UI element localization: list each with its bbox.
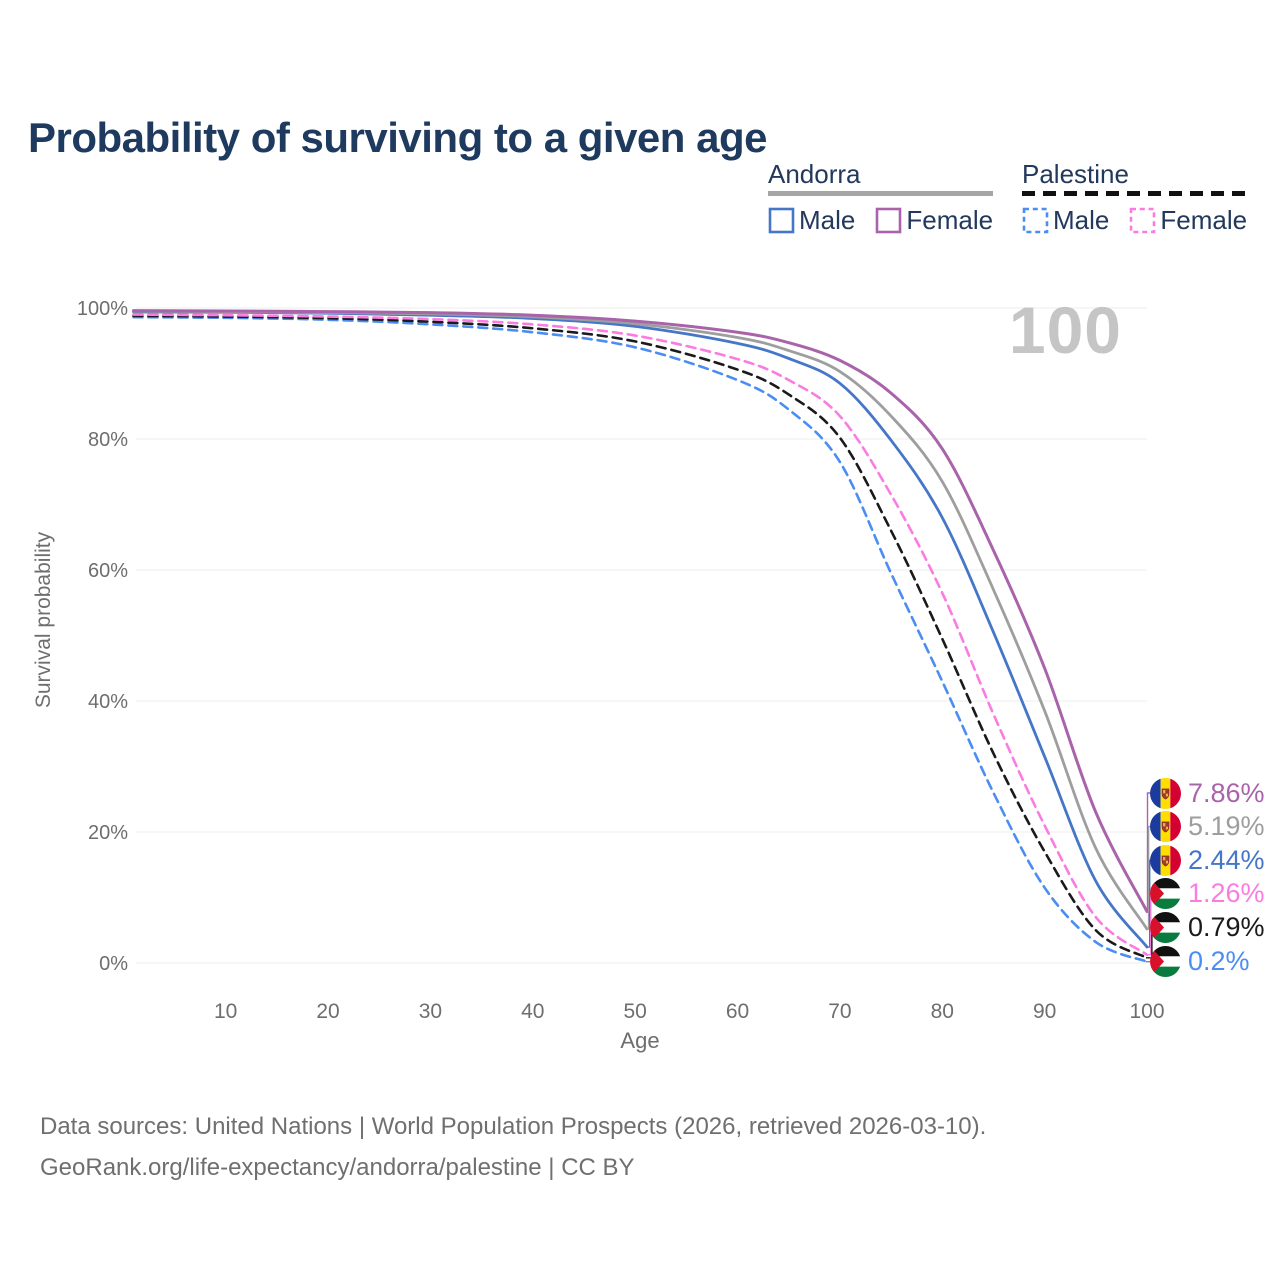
legend-item-label: Female <box>1160 205 1248 235</box>
y-tick-label: 0% <box>99 953 128 975</box>
series-line-andorra-female[interactable] <box>132 309 1149 914</box>
palestine-flag-icon <box>1150 945 1181 977</box>
x-tick-label: 60 <box>726 1000 749 1023</box>
series-line-palestine-both-sexes[interactable] <box>132 314 1149 960</box>
palestine-female-swatch-icon <box>1130 207 1156 234</box>
palestine-flag-icon <box>1150 911 1181 943</box>
series-end-label-andorra-female: 7.86% <box>1150 777 1265 809</box>
end-label-value: 7.86% <box>1188 777 1265 808</box>
end-label-value: 2.44% <box>1188 844 1265 875</box>
x-tick-label: 100 <box>1129 1000 1164 1023</box>
x-axis-title: Age <box>620 1028 660 1053</box>
series-line-andorra-male[interactable] <box>132 310 1149 949</box>
y-tick-label: 80% <box>88 429 128 451</box>
series-end-label-palestine-male: 0.2% <box>1150 945 1250 977</box>
series-line-palestine-female[interactable] <box>132 313 1149 957</box>
legend-item-label: Male <box>799 205 856 235</box>
y-tick-label: 40% <box>88 691 128 713</box>
y-axis-title: Survival probability <box>32 531 55 709</box>
legend-item-palestine-male[interactable]: Male <box>1022 205 1109 236</box>
series-line-andorra-both-sexes[interactable] <box>132 309 1149 931</box>
x-tick-label: 30 <box>419 1000 442 1023</box>
footer-data-sources: Data sources: United Nations | World Pop… <box>40 1113 987 1140</box>
legend-group-title-andorra[interactable]: Andorra <box>768 159 861 189</box>
series-end-label-andorra-male: 2.44% <box>1150 844 1265 876</box>
palestine-flag-icon <box>1150 878 1181 910</box>
footer: Data sources: United Nations | World Pop… <box>40 1106 986 1188</box>
x-tick-label: 80 <box>931 1000 954 1023</box>
end-label-value: 1.26% <box>1188 878 1265 909</box>
legend-group-palestine: Palestine Male Female <box>1022 159 1248 236</box>
legend-item-label: Male <box>1053 205 1110 235</box>
series-end-label-palestine-female: 1.26% <box>1150 878 1265 910</box>
x-tick-label: 10 <box>214 1000 237 1023</box>
andorra-solid-line-swatch <box>768 191 994 196</box>
legend-group-title-palestine[interactable]: Palestine <box>1022 159 1129 189</box>
end-label-connector-andorra-female <box>1146 792 1152 913</box>
andorra-female-swatch-icon <box>876 207 902 234</box>
legend-item-andorra-female[interactable]: Female <box>875 205 993 236</box>
andorra-flag-icon <box>1150 844 1181 876</box>
palestine-dashed-line-swatch <box>1022 191 1248 196</box>
age-counter-watermark: 100 <box>1008 293 1122 367</box>
andorra-flag-icon <box>1150 811 1181 843</box>
legend-item-palestine-female[interactable]: Female <box>1129 205 1247 236</box>
series-end-label-palestine-both-sexes: 0.79% <box>1150 911 1265 943</box>
y-tick-label: 60% <box>88 560 128 582</box>
andorra-male-swatch-icon <box>768 207 795 234</box>
y-tick-label: 20% <box>88 822 128 844</box>
x-tick-label: 50 <box>623 1000 646 1023</box>
legend-item-label: Female <box>906 205 994 235</box>
x-tick-label: 40 <box>521 1000 544 1023</box>
y-tick-label: 100% <box>77 298 128 320</box>
x-tick-label: 90 <box>1033 1000 1056 1023</box>
series-end-label-andorra-both-sexes: 5.19% <box>1150 811 1265 843</box>
end-label-value: 5.19% <box>1188 811 1265 842</box>
page-title: Probability of surviving to a given age <box>28 114 767 162</box>
legend-item-andorra-male[interactable]: Male <box>768 205 855 236</box>
series-line-palestine-male[interactable] <box>132 315 1149 963</box>
end-label-value: 0.2% <box>1188 945 1250 976</box>
legend-group-andorra: Andorra Male Female <box>768 159 994 236</box>
x-tick-label: 70 <box>828 1000 851 1023</box>
palestine-male-swatch-icon <box>1022 207 1049 234</box>
footer-attribution: GeoRank.org/life-expectancy/andorra/pale… <box>40 1154 635 1181</box>
andorra-flag-icon <box>1150 777 1181 809</box>
end-label-value: 0.79% <box>1188 911 1265 942</box>
x-tick-label: 20 <box>316 1000 339 1023</box>
